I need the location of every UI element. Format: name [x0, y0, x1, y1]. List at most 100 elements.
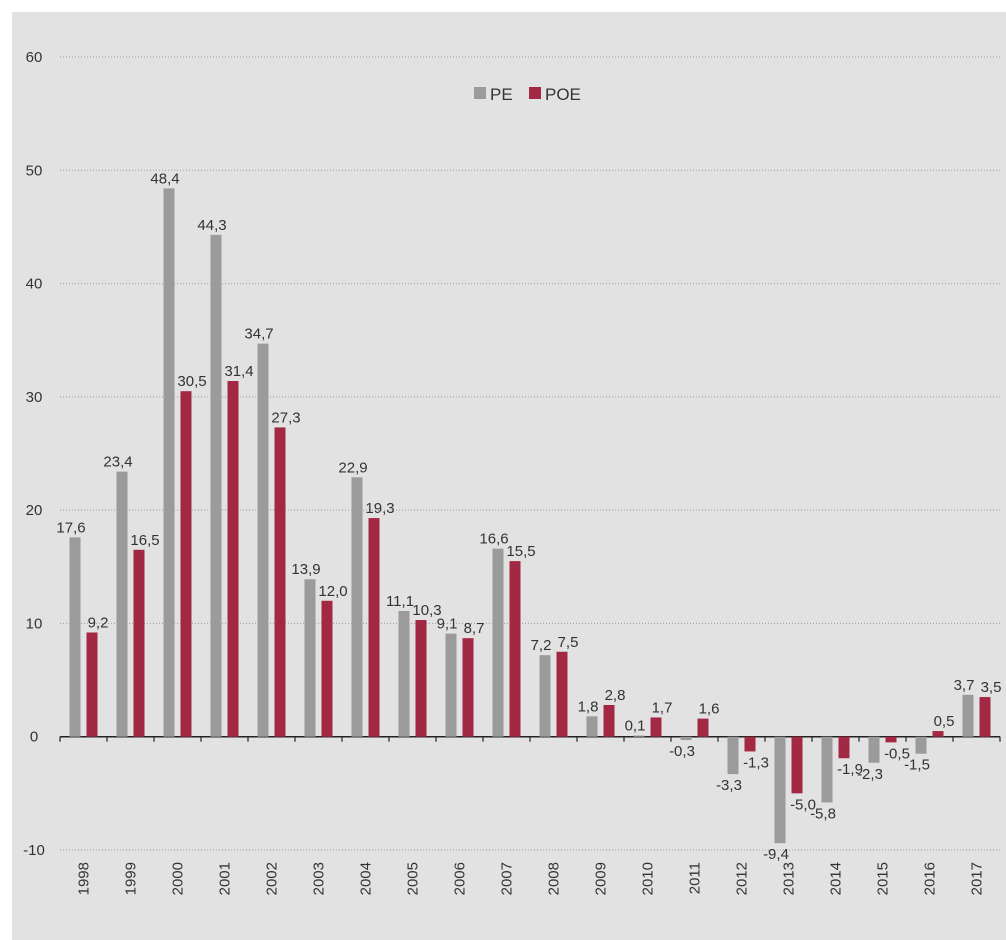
- data-label-pe: 34,7: [244, 326, 273, 343]
- bar-poe: [603, 704, 615, 737]
- bar-pe: [257, 343, 269, 737]
- legend-swatch-poe: [529, 87, 541, 99]
- bar-poe: [180, 391, 192, 737]
- bar-poe: [697, 718, 709, 737]
- bar-pe: [774, 736, 786, 844]
- bar-poe: [932, 731, 944, 737]
- bar-poe: [791, 736, 803, 794]
- data-label-poe: 27,3: [271, 409, 300, 426]
- y-tick-label: -10: [23, 842, 45, 859]
- data-label-pe: -0,3: [669, 743, 695, 760]
- data-label-poe: -5,0: [790, 796, 816, 813]
- y-tick-label: 0: [30, 729, 38, 746]
- x-tick-label: 2003: [311, 862, 328, 895]
- bar-poe: [744, 736, 756, 752]
- bar-pe: [398, 610, 410, 737]
- data-label-pe: -2,3: [857, 766, 883, 783]
- legend-label-pe: PE: [490, 85, 513, 104]
- y-tick-label: 40: [26, 276, 43, 293]
- data-label-poe: 10,3: [412, 602, 441, 619]
- data-label-poe: 0,5: [934, 713, 955, 730]
- x-tick-label: 2013: [781, 862, 798, 895]
- legend: PE POE: [474, 85, 581, 104]
- x-tick-label: 2002: [264, 862, 281, 895]
- y-tick-label: 20: [26, 502, 43, 519]
- bar-poe: [556, 651, 568, 737]
- x-tick-label: 1999: [123, 862, 140, 895]
- chart-container: -10 0 10 20 30 40 50 60 1998 1999 2000 2001 2002 2003…: [12, 12, 1006, 940]
- bar-pe: [539, 655, 551, 737]
- data-label-pe: 44,3: [197, 217, 226, 234]
- bar-pe: [633, 735, 645, 737]
- data-label-pe: 16,6: [479, 531, 508, 548]
- data-label-poe: 1,6: [699, 701, 720, 718]
- bar-pe: [962, 694, 974, 737]
- bar-pe: [304, 579, 316, 737]
- data-label-pe: 3,7: [954, 677, 975, 694]
- bar-poe: [650, 717, 662, 737]
- x-tick-label: 2004: [358, 862, 375, 895]
- x-tick-label: 2006: [452, 862, 469, 895]
- x-tick-label: 2000: [170, 862, 187, 895]
- x-tick-label: 2014: [828, 862, 845, 895]
- bar-pe: [680, 736, 692, 741]
- x-tick-label: 2007: [499, 862, 516, 895]
- data-label-poe: -1,3: [743, 754, 769, 771]
- data-label-pe: 23,4: [103, 454, 132, 471]
- y-tick-label: 30: [26, 389, 43, 406]
- data-label-pe: 17,6: [56, 519, 85, 536]
- bar-poe: [227, 380, 239, 737]
- x-tick-label: 2015: [875, 862, 892, 895]
- bar-poe: [979, 697, 991, 737]
- data-label-poe: 19,3: [365, 500, 394, 517]
- data-label-poe: 15,5: [506, 543, 535, 560]
- data-label-poe: 12,0: [318, 583, 347, 600]
- bar-poe: [86, 632, 98, 737]
- data-labels: 17,6 23,4 48,4 44,3 34,7 13,9 22,9 11,1 9,1 16,6 7…: [56, 170, 1001, 863]
- x-tick-label: 2001: [217, 862, 234, 895]
- data-label-pe: -5,8: [810, 805, 836, 822]
- bar-pe: [163, 188, 175, 737]
- data-label-pe: -3,3: [716, 777, 742, 794]
- data-label-pe: 1,8: [578, 698, 599, 715]
- y-tick-label: 60: [26, 49, 43, 66]
- legend-swatch-pe: [474, 87, 486, 99]
- bar-pe: [69, 537, 81, 737]
- x-tick-label: 2017: [969, 862, 986, 895]
- data-label-poe: 16,5: [130, 532, 159, 549]
- bar-poe: [838, 736, 850, 759]
- data-label-pe: 0,1: [625, 718, 646, 735]
- data-label-poe: 3,5: [981, 679, 1002, 696]
- x-tick-label: 2011: [687, 862, 704, 894]
- bar-pe: [445, 633, 457, 737]
- x-tick-label: 2010: [640, 862, 657, 895]
- bar-poe: [133, 549, 145, 737]
- bar-pe: [821, 736, 833, 803]
- data-label-poe: 7,5: [558, 634, 579, 651]
- bar-chart: -10 0 10 20 30 40 50 60 1998 1999 2000 2001 2002 2003…: [23, 49, 1001, 895]
- bar-pe: [116, 471, 128, 737]
- y-tick-label: 50: [26, 162, 43, 179]
- bar-pe: [351, 477, 363, 737]
- bar-pe: [492, 548, 504, 737]
- data-label-pe: 48,4: [150, 170, 179, 187]
- gridlines: [60, 56, 1000, 851]
- data-label-poe: 30,5: [177, 373, 206, 390]
- bar-poe: [885, 736, 897, 743]
- bar-poe: [415, 620, 427, 737]
- data-label-poe: 1,7: [652, 699, 673, 716]
- data-label-poe: 2,8: [605, 687, 626, 704]
- data-label-pe: 13,9: [291, 561, 320, 578]
- x-tick-label: 2005: [405, 862, 422, 895]
- data-label-poe: -1,9: [837, 761, 863, 778]
- x-tick-label: 2012: [734, 862, 751, 895]
- bar-poe: [462, 638, 474, 737]
- bars: [69, 188, 991, 844]
- x-tick-label: 2016: [922, 862, 939, 895]
- data-label-pe: -1,5: [904, 757, 930, 774]
- data-label-poe: 8,7: [464, 620, 485, 637]
- data-label-poe: 31,4: [224, 363, 253, 380]
- x-tick-label: 1998: [76, 862, 93, 895]
- bar-poe: [368, 518, 380, 737]
- data-label-pe: 7,2: [531, 637, 552, 654]
